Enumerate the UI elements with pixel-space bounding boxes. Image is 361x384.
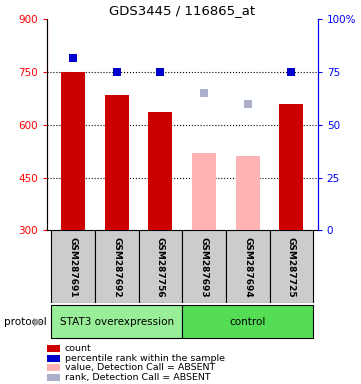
Text: GSM287756: GSM287756 [156, 237, 165, 297]
Bar [51, 230, 95, 303]
Text: count: count [65, 344, 92, 353]
Text: protocol: protocol [4, 316, 46, 327]
Text: GSM287694: GSM287694 [243, 237, 252, 297]
Text: GSM287692: GSM287692 [112, 237, 121, 297]
Text: ▶: ▶ [34, 316, 43, 327]
Bar [148, 113, 173, 230]
Text: control: control [230, 316, 266, 327]
Bar [139, 230, 182, 303]
Bar [95, 230, 139, 303]
Bar [61, 72, 85, 230]
Bar [279, 104, 304, 230]
Bar [182, 305, 313, 338]
Text: value, Detection Call = ABSENT: value, Detection Call = ABSENT [65, 363, 215, 372]
Bar [182, 230, 226, 303]
Bar [226, 230, 270, 303]
Text: GSM287693: GSM287693 [200, 237, 209, 297]
Bar [51, 305, 182, 338]
Bar [192, 153, 216, 230]
Text: percentile rank within the sample: percentile rank within the sample [65, 354, 225, 362]
Text: STAT3 overexpression: STAT3 overexpression [60, 316, 174, 327]
Bar [105, 95, 129, 230]
Text: GSM287725: GSM287725 [287, 237, 296, 297]
Bar [270, 230, 313, 303]
Text: GSM287691: GSM287691 [69, 237, 78, 297]
Bar [236, 157, 260, 230]
Text: rank, Detection Call = ABSENT: rank, Detection Call = ABSENT [65, 373, 210, 382]
Title: GDS3445 / 116865_at: GDS3445 / 116865_at [109, 3, 255, 17]
